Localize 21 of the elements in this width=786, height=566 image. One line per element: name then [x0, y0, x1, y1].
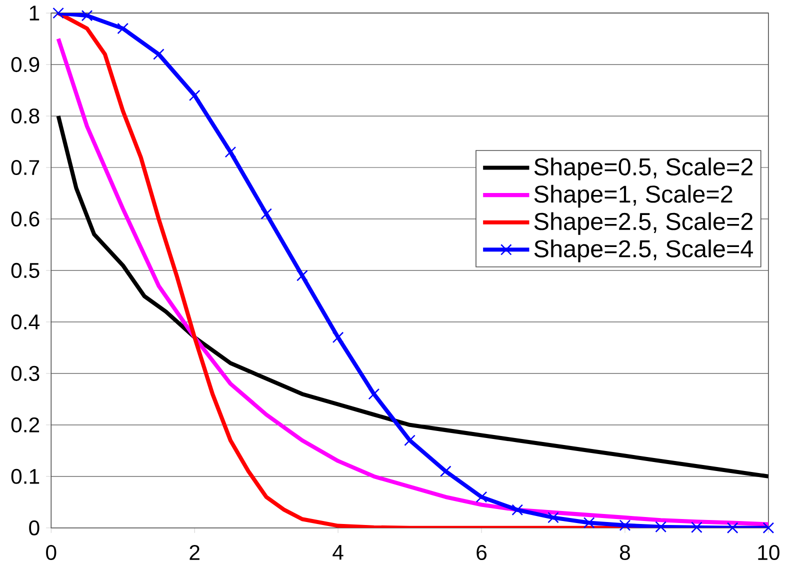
y-tick-label: 0.6	[11, 212, 40, 227]
y-tick-label: 0.9	[11, 57, 40, 72]
legend-label: Shape=2.5, Scale=4	[534, 240, 753, 262]
y-tick-label: 0.1	[11, 468, 40, 484]
x-tick-label: 6	[476, 545, 486, 560]
y-tick-label: 0.4	[11, 314, 40, 330]
y-tick-label: 1	[30, 6, 40, 20]
y-tick-label: 0	[29, 520, 40, 536]
x-tick-label: 10	[758, 545, 780, 560]
x-tick-label: 8	[620, 545, 630, 560]
legend-label: Shape=1, Scale=2	[534, 185, 732, 208]
x-tick-label: 2	[190, 545, 200, 560]
y-tick-label: 0.2	[11, 417, 40, 433]
legend-label: Shape=0.5, Scale=2	[534, 158, 752, 180]
y-tick-label: 0.3	[11, 366, 40, 382]
y-tick-label: 0.8	[11, 108, 40, 124]
x-tick-label: 0	[46, 545, 56, 560]
y-tick-label: 0.5	[11, 263, 40, 278]
y-tick-label: 0.7	[11, 160, 40, 176]
x-tick-label: 4	[332, 545, 344, 560]
legend-label: Shape=2.5, Scale=2	[534, 212, 752, 236]
